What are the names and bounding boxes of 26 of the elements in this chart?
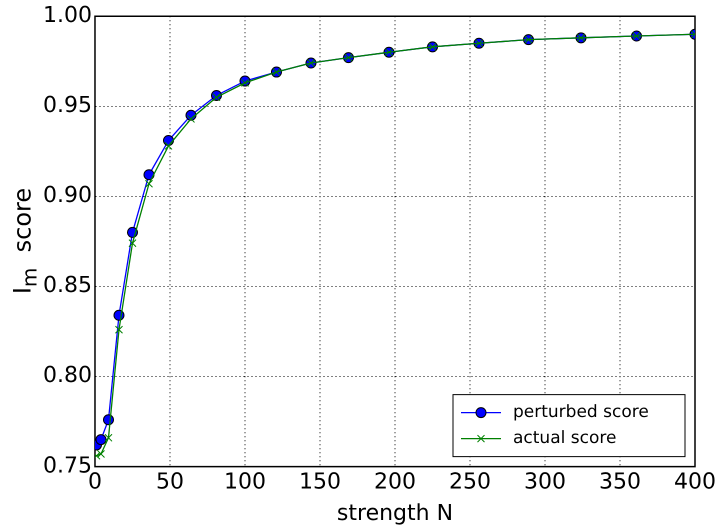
point — [104, 434, 113, 442]
y-tick-label: 0.80 — [43, 363, 92, 388]
point — [128, 239, 137, 248]
point — [186, 114, 196, 123]
x-tick-label: 250 — [448, 470, 491, 495]
legend-label: perturbed score — [513, 402, 649, 422]
x-tick-label: 400 — [674, 470, 716, 495]
y-tick-label: 0.85 — [43, 273, 92, 298]
x-tick-label: 350 — [599, 470, 641, 495]
point — [95, 434, 106, 446]
x-tick-label: 300 — [524, 470, 566, 495]
point — [164, 142, 173, 150]
x-axis-title: strength N — [336, 501, 454, 527]
point — [240, 78, 250, 87]
x-tick-label: 50 — [156, 470, 184, 495]
point — [143, 169, 154, 180]
x-tick-label: 100 — [224, 470, 266, 495]
legend-label: actual score — [513, 428, 616, 448]
point — [144, 180, 154, 188]
y-tick-label: 0.95 — [43, 93, 92, 118]
point — [212, 93, 221, 102]
y-tick-label: 0.90 — [43, 183, 92, 208]
y-tick-label: 1.00 — [43, 2, 92, 28]
x-tick-label: 150 — [298, 470, 341, 495]
x-tick-label: 200 — [374, 470, 416, 495]
point — [114, 326, 124, 334]
